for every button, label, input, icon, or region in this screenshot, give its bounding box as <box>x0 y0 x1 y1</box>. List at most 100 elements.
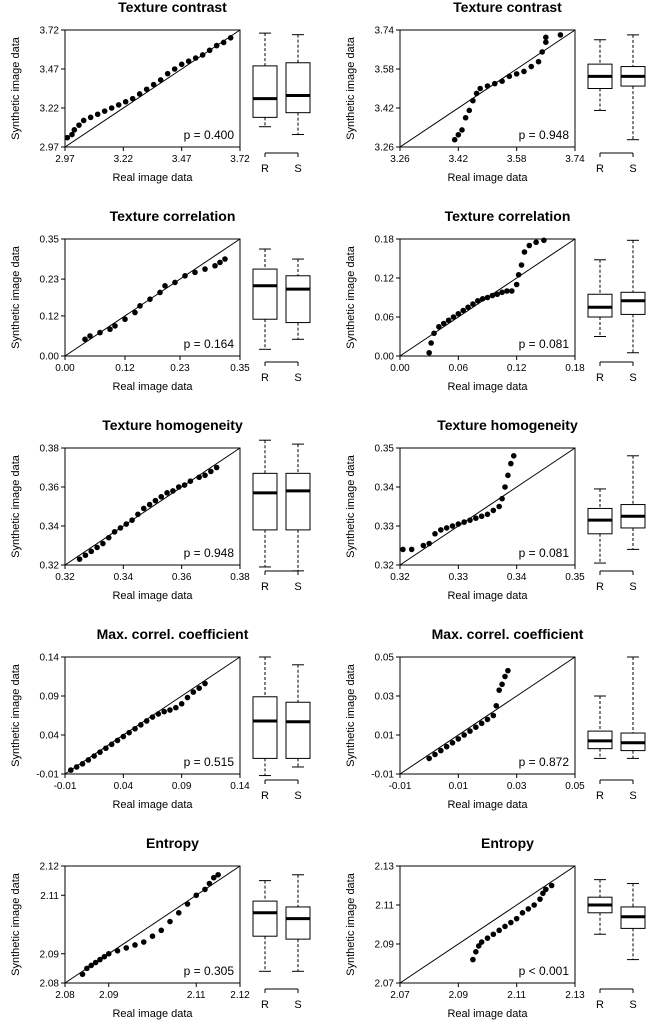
chart-panel: Texture homogeneity 0.320.32 0.34 0.34 0.36 0… <box>10 417 311 602</box>
data-point <box>185 58 192 64</box>
y-axis-label: Synthetic image data <box>10 872 22 976</box>
x-tick-label: 0.03 <box>507 781 527 792</box>
identity-line <box>64 447 241 566</box>
x-axis-label: Real image data <box>447 172 528 184</box>
data-point <box>210 874 217 881</box>
data-point <box>543 886 549 893</box>
x-tick-label: 3.26 <box>390 154 410 165</box>
data-point <box>473 724 479 730</box>
box <box>252 268 278 320</box>
plot-frame <box>64 447 241 566</box>
box <box>285 62 311 114</box>
data-point <box>438 747 444 754</box>
y-axis-label: Synthetic image data <box>345 245 357 349</box>
data-point <box>490 712 497 719</box>
box-label: R <box>596 372 604 384</box>
data-point <box>470 956 476 963</box>
x-tick-label: 0.35 <box>565 572 585 583</box>
y-axis-label: Synthetic image data <box>345 663 357 767</box>
data-point <box>112 323 118 329</box>
data-point <box>172 279 178 286</box>
chart-panel: Max. correl. coefficient -0.01-0.01 0.04 0.… <box>10 626 311 811</box>
chart-panel: Texture contrast 3.263.26 3.42 3.42 3.58 3.58… <box>345 0 646 184</box>
p-value-label: p = 0.164 <box>184 337 235 351</box>
x-axis-label: Real image data <box>447 590 528 602</box>
plot-frame <box>64 865 241 984</box>
data-point <box>79 761 86 767</box>
data-point <box>510 453 517 459</box>
p-value-label: p = 0.948 <box>184 546 235 560</box>
y-tick-label: 0.38 <box>40 444 60 455</box>
data-point <box>478 513 485 520</box>
data-point <box>187 478 194 484</box>
data-point <box>100 540 106 547</box>
box-label: R <box>596 581 604 593</box>
chart-panel: Texture homogeneity 0.320.32 0.33 0.33 0.34 0… <box>345 417 646 602</box>
chart-title: Texture contrast <box>118 0 227 15</box>
data-point <box>474 297 481 304</box>
x-axis-label: Real image data <box>112 172 193 184</box>
x-tick-label: 2.11 <box>187 990 206 1001</box>
data-point <box>428 340 434 346</box>
plot-frame <box>399 447 576 566</box>
chart-title: Entropy <box>481 835 534 851</box>
y-tick-label: 0.23 <box>40 275 60 286</box>
chart-title: Texture homogeneity <box>102 417 243 433</box>
identity-line <box>64 238 241 357</box>
y-axis-label: Synthetic image data <box>10 245 22 349</box>
data-point <box>431 330 437 337</box>
data-point <box>114 737 121 744</box>
x-tick-label: 0.23 <box>170 363 190 374</box>
data-point <box>426 755 432 762</box>
chart-title: Texture correlation <box>110 208 236 224</box>
x-tick-label: 0.00 <box>390 363 410 374</box>
data-point <box>76 122 82 128</box>
box <box>252 472 278 531</box>
data-point <box>162 283 168 289</box>
x-tick-label: 3.47 <box>172 154 192 165</box>
data-point <box>462 114 469 121</box>
data-point <box>535 58 542 65</box>
data-point <box>129 517 135 523</box>
data-point <box>192 55 199 61</box>
data-point <box>149 933 156 939</box>
y-tick-label: 2.13 <box>375 862 395 873</box>
y-tick-label: 3.47 <box>40 65 60 76</box>
identity-line <box>399 656 576 775</box>
x-tick-label: 0.14 <box>230 781 250 792</box>
x-tick-label: -0.01 <box>389 781 412 792</box>
data-point <box>455 521 462 527</box>
chart-panel: Entropy 2.072.07 2.09 2.09 2.11 2.11 2.13 2.13 R… <box>345 835 646 1020</box>
data-point <box>548 882 555 889</box>
data-point <box>491 80 498 87</box>
data-point <box>400 546 406 553</box>
p-value-label: p = 0.872 <box>519 755 570 769</box>
data-point <box>97 749 103 755</box>
data-point <box>97 956 103 963</box>
data-point <box>445 317 452 324</box>
data-point <box>84 965 90 972</box>
data-point <box>80 117 87 124</box>
data-point <box>455 132 462 138</box>
data-point <box>212 262 218 269</box>
y-tick-label: 0.00 <box>40 352 60 363</box>
data-point <box>199 52 206 58</box>
x-tick-label: 0.38 <box>230 572 250 583</box>
box <box>285 701 311 759</box>
chart-panel: Texture correlation 0.000.00 0.12 0.12 0.23 0… <box>10 208 311 393</box>
y-tick-label: 2.11 <box>40 891 59 902</box>
chart-title: Texture correlation <box>445 208 571 224</box>
plot-frame <box>399 865 576 984</box>
data-point <box>79 971 86 978</box>
data-point <box>432 531 438 537</box>
data-point <box>164 490 170 496</box>
data-point <box>76 556 83 562</box>
data-point <box>513 915 520 922</box>
data-point <box>222 256 228 262</box>
data-point <box>513 281 520 288</box>
data-point <box>152 497 159 504</box>
data-point <box>87 333 93 339</box>
y-tick-label: 3.58 <box>375 65 395 76</box>
y-axis-label: Synthetic image data <box>345 454 357 558</box>
